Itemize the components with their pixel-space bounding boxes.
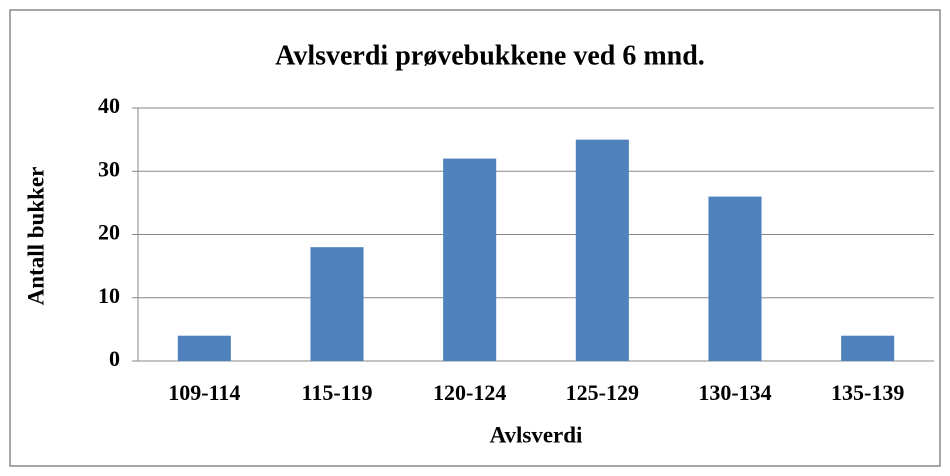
x-tick-label: 130-134 — [698, 380, 771, 405]
x-tick-label: 135-139 — [831, 380, 904, 405]
y-tick-label: 40 — [98, 93, 120, 118]
x-tick-label: 109-114 — [168, 380, 240, 405]
bar — [841, 335, 895, 361]
y-tick-label: 10 — [98, 283, 120, 308]
x-tick-label: 115-119 — [302, 380, 373, 405]
x-axis-label: Avlsverdi — [490, 422, 583, 447]
chart-title: Avlsverdi prøvebukkene ved 6 mnd. — [275, 40, 705, 71]
bar — [310, 247, 364, 361]
y-axis-label: Antall bukker — [23, 167, 48, 306]
y-tick-label: 30 — [98, 156, 120, 181]
bar — [443, 158, 497, 361]
bar — [575, 139, 629, 361]
x-tick-label: 120-124 — [433, 380, 506, 405]
y-tick-label: 20 — [98, 220, 120, 245]
bar — [177, 335, 231, 361]
x-tick-label: 125-129 — [566, 380, 639, 405]
bar — [708, 196, 762, 361]
y-tick-label: 0 — [109, 346, 120, 371]
